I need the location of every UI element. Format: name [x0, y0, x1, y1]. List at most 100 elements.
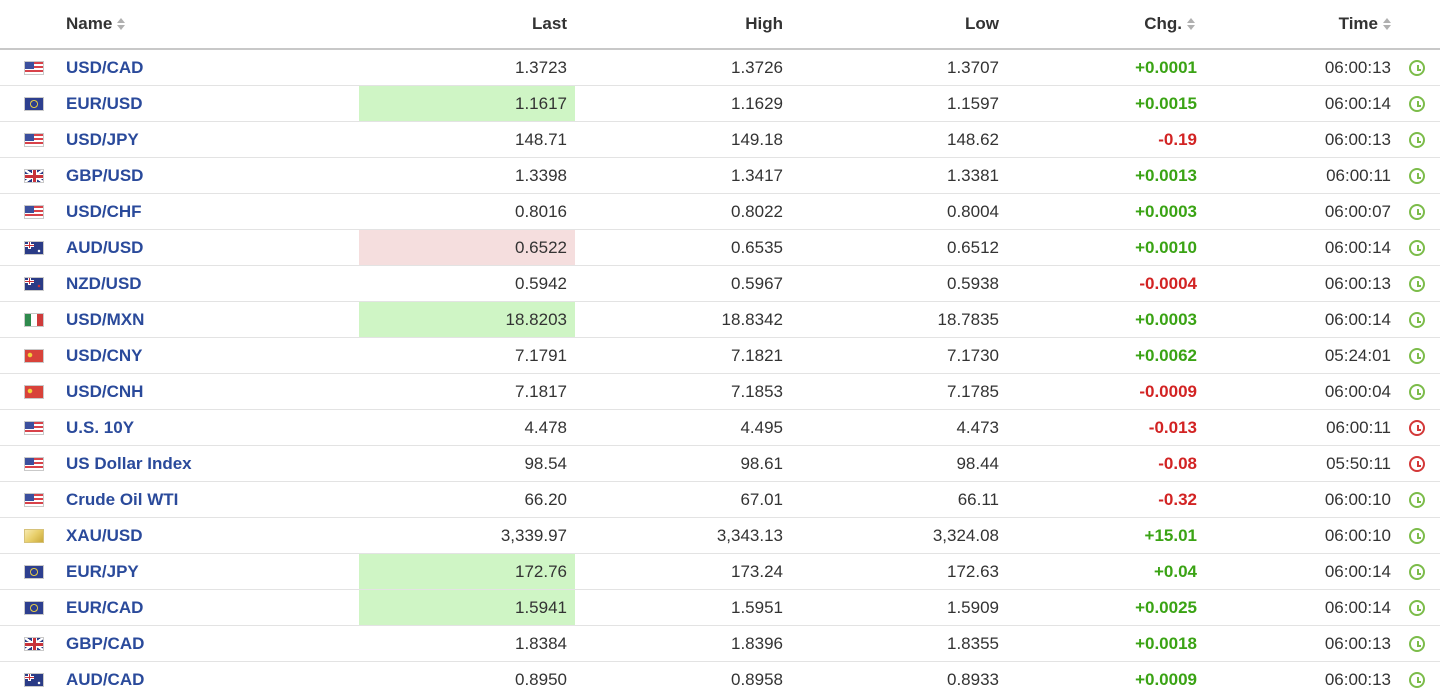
last-price: 18.8203 — [359, 301, 575, 338]
sort-icon[interactable] — [1383, 18, 1391, 30]
clock-icon — [1409, 168, 1425, 185]
status-cell — [1397, 662, 1440, 697]
last-price: 66.20 — [359, 481, 575, 518]
flag-cell — [0, 445, 58, 482]
update-time: 06:00:07 — [1203, 193, 1397, 230]
table-row[interactable]: USD/CNY 7.1791 7.1821 7.1730 +0.0062 05:… — [0, 337, 1440, 374]
instrument-name-link[interactable]: AUD/USD — [58, 229, 359, 266]
update-time: 06:00:13 — [1203, 625, 1397, 662]
table-row[interactable]: USD/CNH 7.1817 7.1853 7.1785 -0.0009 06:… — [0, 373, 1440, 410]
high-price: 0.6535 — [575, 229, 791, 266]
flag-cell — [0, 662, 58, 697]
status-cell — [1397, 229, 1440, 266]
clock-icon — [1409, 348, 1425, 365]
high-price: 18.8342 — [575, 301, 791, 338]
sort-icon[interactable] — [117, 18, 126, 30]
table-row[interactable]: Crude Oil WTI 66.20 67.01 66.11 -0.32 06… — [0, 481, 1440, 518]
flag-icon — [24, 565, 44, 580]
table-row[interactable]: U.S. 10Y 4.478 4.495 4.473 -0.013 06:00:… — [0, 409, 1440, 446]
clock-icon — [1409, 456, 1425, 473]
sort-icon[interactable] — [1187, 18, 1195, 30]
instrument-name-link[interactable]: US Dollar Index — [58, 445, 359, 482]
header-high: High — [575, 0, 791, 50]
table-row[interactable]: AUD/USD 0.6522 0.6535 0.6512 +0.0010 06:… — [0, 229, 1440, 266]
update-time: 06:00:14 — [1203, 85, 1397, 122]
flag-cell — [0, 481, 58, 518]
instrument-name-link[interactable]: USD/JPY — [58, 121, 359, 158]
high-price: 0.5967 — [575, 265, 791, 302]
instrument-name-link[interactable]: GBP/CAD — [58, 625, 359, 662]
low-price: 0.8933 — [947, 669, 999, 689]
instrument-name-link[interactable]: USD/CAD — [58, 49, 359, 86]
flag-icon — [24, 205, 44, 220]
change-value: +0.0015 — [1007, 85, 1203, 122]
high-price: 3,343.13 — [575, 517, 791, 554]
high-price: 4.495 — [575, 409, 791, 446]
last-price: 1.3723 — [359, 49, 575, 86]
flag-icon — [24, 673, 44, 688]
clock-icon — [1409, 60, 1425, 77]
flag-icon — [24, 457, 44, 472]
change-value: +0.0010 — [1007, 229, 1203, 266]
low-price: 7.1785 — [791, 373, 1007, 410]
low-price: 172.63 — [791, 553, 1007, 590]
status-cell — [1397, 49, 1440, 86]
table-row[interactable]: AUD/CAD 0.8950 0.8958 0.8933 +0.0009 06:… — [0, 662, 1440, 697]
flag-icon — [24, 637, 44, 652]
instrument-name-link[interactable]: Crude Oil WTI — [58, 481, 359, 518]
table-row[interactable]: NZD/USD 0.5942 0.5967 0.5938 -0.0004 06:… — [0, 265, 1440, 302]
table-row[interactable]: EUR/CAD 1.5941 1.5951 1.5909 +0.0025 06:… — [0, 589, 1440, 626]
instrument-name-link[interactable]: U.S. 10Y — [58, 409, 359, 446]
high-price: 1.3726 — [575, 49, 791, 86]
table-row[interactable]: US Dollar Index 98.54 98.61 98.44 -0.08 … — [0, 445, 1440, 482]
header-high-label: High — [745, 14, 783, 33]
header-chg-label: Chg. — [1144, 14, 1182, 33]
header-flag — [0, 0, 58, 50]
clock-icon — [1409, 96, 1425, 113]
instrument-name-link[interactable]: EUR/JPY — [58, 553, 359, 590]
instrument-name-link[interactable]: AUD/CAD — [66, 669, 145, 689]
high-price: 0.8958 — [731, 669, 783, 689]
instrument-name-link[interactable]: XAU/USD — [58, 517, 359, 554]
flag-cell — [0, 625, 58, 662]
table-row[interactable]: EUR/JPY 172.76 173.24 172.63 +0.04 06:00… — [0, 553, 1440, 590]
instrument-name-link[interactable]: GBP/USD — [58, 157, 359, 194]
table-row[interactable]: EUR/USD 1.1617 1.1629 1.1597 +0.0015 06:… — [0, 85, 1440, 122]
table-row[interactable]: GBP/CAD 1.8384 1.8396 1.8355 +0.0018 06:… — [0, 625, 1440, 662]
change-value: +0.0025 — [1007, 589, 1203, 626]
table-row[interactable]: USD/CHF 0.8016 0.8022 0.8004 +0.0003 06:… — [0, 193, 1440, 230]
table-row[interactable]: USD/CAD 1.3723 1.3726 1.3707 +0.0001 06:… — [0, 49, 1440, 86]
table-row[interactable]: USD/MXN 18.8203 18.8342 18.7835 +0.0003 … — [0, 301, 1440, 338]
instrument-name-link[interactable]: NZD/USD — [58, 265, 359, 302]
instrument-name-link[interactable]: USD/CNH — [58, 373, 359, 410]
low-price: 18.7835 — [791, 301, 1007, 338]
header-name[interactable]: Name — [58, 0, 359, 50]
table-row[interactable]: GBP/USD 1.3398 1.3417 1.3381 +0.0013 06:… — [0, 157, 1440, 194]
flag-cell — [0, 589, 58, 626]
instrument-name-link[interactable]: EUR/CAD — [58, 589, 359, 626]
low-price: 1.3707 — [791, 49, 1007, 86]
status-cell — [1397, 445, 1440, 482]
instrument-name-link[interactable]: EUR/USD — [58, 85, 359, 122]
last-price: 98.54 — [359, 445, 575, 482]
header-time[interactable]: Time — [1203, 0, 1397, 50]
clock-icon — [1409, 600, 1425, 617]
update-time: 06:00:13 — [1203, 265, 1397, 302]
header-name-label: Name — [66, 14, 113, 33]
change-value: +15.01 — [1007, 517, 1203, 554]
update-time: 06:00:11 — [1203, 409, 1397, 446]
update-time: 06:00:13 — [1324, 669, 1391, 689]
status-cell — [1397, 193, 1440, 230]
instrument-name-link[interactable]: USD/MXN — [58, 301, 359, 338]
low-price: 4.473 — [791, 409, 1007, 446]
instrument-name-link[interactable]: USD/CHF — [58, 193, 359, 230]
high-price: 1.3417 — [575, 157, 791, 194]
high-price: 7.1853 — [575, 373, 791, 410]
table-row[interactable]: USD/JPY 148.71 149.18 148.62 -0.19 06:00… — [0, 121, 1440, 158]
clock-icon — [1409, 420, 1425, 437]
instrument-name-link[interactable]: USD/CNY — [58, 337, 359, 374]
table-row[interactable]: XAU/USD 3,339.97 3,343.13 3,324.08 +15.0… — [0, 517, 1440, 554]
clock-icon — [1409, 132, 1425, 149]
last-price: 1.5941 — [359, 589, 575, 626]
header-chg[interactable]: Chg. — [1007, 0, 1203, 50]
